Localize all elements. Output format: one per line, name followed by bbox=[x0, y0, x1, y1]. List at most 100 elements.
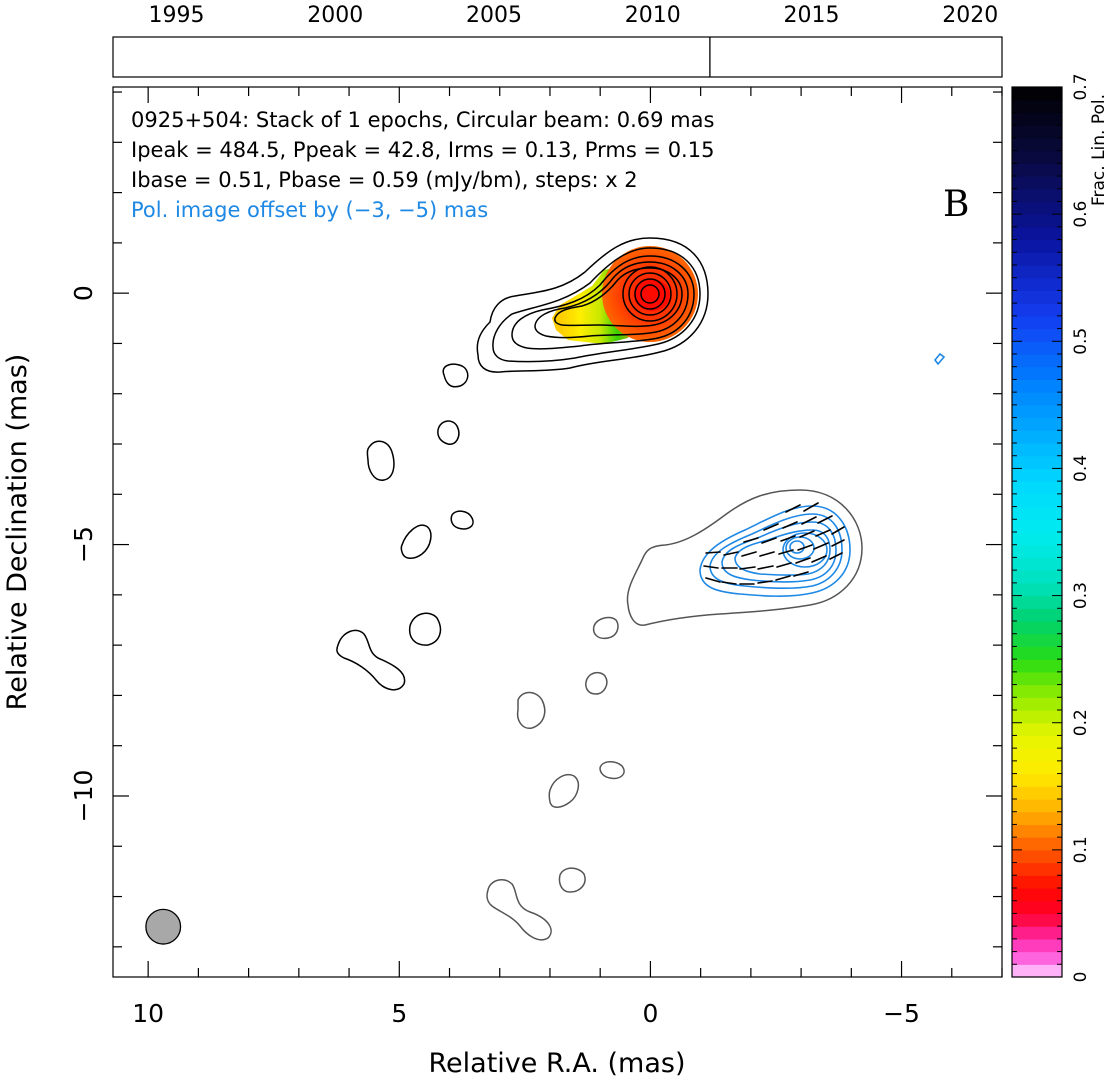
stokes-i-contour bbox=[476, 237, 709, 373]
colorbar-tick-label: 0.5 bbox=[1071, 328, 1091, 355]
colorbar-band bbox=[1012, 697, 1062, 711]
colorbar-band bbox=[1012, 532, 1062, 546]
evpa-tick bbox=[757, 580, 773, 584]
colorbar-band bbox=[1012, 570, 1062, 584]
evpa-vectors bbox=[703, 502, 845, 585]
stokes-i-shifted-contour bbox=[626, 489, 863, 626]
evpa-tick bbox=[829, 552, 843, 560]
colorbar-band bbox=[1012, 608, 1062, 622]
colorbar: 0 0.1 0.2 0.3 0.4 0.5 0.6 0.7 Frac. Lin. Pol. bbox=[1011, 73, 1109, 982]
colorbar-tick-label: 0.3 bbox=[1071, 582, 1091, 609]
colorbar-band bbox=[1012, 315, 1062, 330]
colorbar-band bbox=[1012, 710, 1062, 724]
stokes-i-shifted-knot bbox=[558, 867, 586, 893]
colorbar-band bbox=[1012, 341, 1062, 355]
evpa-tick bbox=[739, 566, 756, 570]
colorbar-band bbox=[1012, 671, 1062, 686]
stokes-i-shifted-contours bbox=[486, 489, 863, 941]
colorbar-band bbox=[1012, 773, 1062, 787]
stokes-i-contour bbox=[554, 267, 683, 328]
colorbar-tick-labels: 0 0.1 0.2 0.3 0.4 0.5 0.6 0.7 bbox=[1071, 73, 1091, 982]
colorbar-band bbox=[1012, 379, 1062, 393]
pol-contour bbox=[699, 505, 851, 597]
colorbar-band bbox=[1012, 722, 1062, 737]
colorbar-band bbox=[1012, 290, 1062, 304]
colorbar-band bbox=[1012, 786, 1062, 800]
colorbar-label: Frac. Lin. Pol. bbox=[1089, 94, 1109, 206]
evpa-tick bbox=[797, 544, 813, 551]
evpa-tick bbox=[831, 526, 845, 535]
colorbar-band bbox=[1012, 265, 1062, 279]
stokes-i-shifted-knot bbox=[486, 879, 552, 941]
time-axis-labels: 1995 2000 2005 2010 2015 2020 bbox=[149, 3, 999, 28]
colorbar-tick-label: 0.4 bbox=[1071, 455, 1091, 482]
evpa-tick bbox=[793, 571, 809, 577]
panel-label: B bbox=[943, 184, 969, 225]
plot-frame bbox=[112, 86, 1003, 978]
colorbar-band bbox=[1012, 582, 1062, 597]
colorbar-tick-label: 0.1 bbox=[1071, 836, 1091, 863]
annotations: 0925+504: Stack of 1 epochs, Circular be… bbox=[131, 108, 969, 225]
colorbar-band bbox=[1012, 188, 1062, 203]
evpa-tick bbox=[803, 502, 819, 512]
colorbar-band bbox=[1012, 366, 1062, 381]
colorbar-band bbox=[1012, 951, 1062, 965]
evpa-tick bbox=[813, 542, 829, 550]
pol-contour bbox=[789, 540, 805, 554]
annotation-offset: Pol. image offset by (−3, −5) mas bbox=[131, 198, 488, 222]
pol-contour bbox=[782, 532, 828, 568]
y-axis-label: Relative Declination (mas) bbox=[2, 354, 33, 711]
pol-contour bbox=[721, 521, 837, 583]
evpa-tick bbox=[743, 537, 759, 543]
stokes-i-contours bbox=[336, 237, 709, 691]
y-tick-label: 0 bbox=[69, 285, 98, 301]
annotation-line: Ipeak = 484.5, Ppeak = 42.8, Irms = 0.13… bbox=[131, 138, 714, 162]
colorbar-bands bbox=[1012, 87, 1062, 978]
colorbar-tick-label: 0 bbox=[1071, 972, 1091, 983]
pol-contour bbox=[734, 529, 831, 576]
colorbar-band bbox=[1012, 595, 1062, 609]
stokes-i-knot bbox=[400, 524, 432, 559]
colorbar-band bbox=[1012, 735, 1062, 749]
time-axis-box bbox=[112, 36, 1003, 78]
stokes-i-contour bbox=[634, 278, 666, 310]
colorbar-band bbox=[1012, 926, 1062, 940]
evpa-tick bbox=[831, 539, 845, 547]
colorbar-band bbox=[1012, 430, 1062, 444]
evpa-tick bbox=[811, 555, 827, 563]
evpa-tick bbox=[759, 551, 775, 557]
evpa-tick bbox=[757, 565, 774, 570]
colorbar-band bbox=[1012, 824, 1062, 838]
colorbar-band bbox=[1012, 621, 1062, 635]
fractional-polarization-fill bbox=[552, 246, 698, 344]
colorbar-band bbox=[1012, 404, 1062, 419]
pol-contour-island bbox=[933, 352, 946, 366]
stokes-i-contour bbox=[492, 247, 701, 363]
colorbar-band bbox=[1012, 849, 1062, 864]
stokes-i-contour bbox=[628, 272, 672, 316]
evpa-tick bbox=[778, 549, 794, 555]
colorbar-band bbox=[1012, 544, 1062, 559]
colorbar-band bbox=[1012, 252, 1062, 266]
colorbar-band bbox=[1012, 87, 1062, 101]
stokes-i-knot bbox=[442, 363, 469, 388]
colorbar-band bbox=[1012, 811, 1062, 826]
y-tick-label: −10 bbox=[69, 770, 98, 823]
colorbar-band bbox=[1012, 214, 1062, 228]
colorbar-band bbox=[1012, 277, 1062, 292]
x-tick-label: 5 bbox=[391, 999, 407, 1028]
colorbar-band bbox=[1012, 137, 1062, 152]
x-axis-tick-labels: 10 5 0 −5 bbox=[132, 999, 920, 1028]
time-axis: 1995 2000 2005 2010 2015 2020 bbox=[112, 3, 1003, 78]
colorbar-band bbox=[1012, 163, 1062, 177]
x-tick-label: 0 bbox=[642, 999, 658, 1028]
y-tick-label: −5 bbox=[69, 526, 98, 563]
colorbar-band bbox=[1012, 748, 1062, 762]
colorbar-band bbox=[1012, 328, 1062, 342]
evpa-tick bbox=[799, 530, 815, 538]
evpa-tick bbox=[705, 577, 721, 583]
x-axis-ticks bbox=[147, 87, 1003, 977]
time-tick-label: 2005 bbox=[466, 3, 522, 28]
colorbar-band bbox=[1012, 354, 1062, 368]
